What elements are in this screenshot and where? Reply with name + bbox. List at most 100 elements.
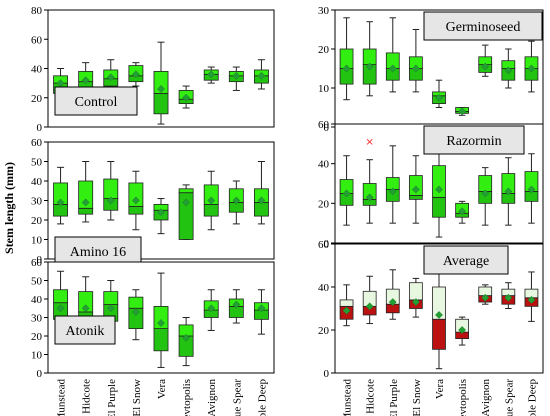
- box-upper-half: [478, 175, 493, 192]
- x-tick-label: Vera: [434, 379, 446, 399]
- y-tick-label: 0: [324, 238, 330, 250]
- box-Hidcote: [362, 138, 377, 224]
- panel-title: Razormin: [446, 134, 501, 149]
- box-lower-half: [432, 318, 446, 350]
- x-tick-label: Blue Spear: [503, 379, 515, 416]
- mean-marker: [257, 71, 266, 80]
- y-tick-label: 40: [318, 159, 330, 171]
- box-Munstead: [53, 166, 68, 225]
- box-El Purple: [103, 161, 119, 221]
- box-Sevtopolis: [455, 107, 469, 116]
- box-Hidcote: [362, 21, 377, 97]
- panels: 0 20 40 60 80 Control 0 10 20 30 Germinoseed 0 10 20 3…: [31, 5, 544, 416]
- y-tick-label: 0: [324, 368, 330, 380]
- box-Blue Spear: [228, 289, 244, 324]
- x-tick-label: Sevtopolis: [181, 379, 193, 416]
- y-tick-label: 40: [31, 176, 43, 188]
- mean-marker: [481, 189, 490, 198]
- mean-marker: [131, 307, 140, 316]
- box-lower-half: [409, 194, 423, 200]
- box-Vera: [153, 198, 169, 235]
- mean-marker: [342, 189, 351, 198]
- box-Avignon: [203, 170, 219, 231]
- box-upper-half: [178, 188, 194, 194]
- panel-3: 0 20 40 60 Razormin: [318, 119, 544, 250]
- box-Avignon: [478, 44, 493, 77]
- y-tick-label: 80: [31, 5, 43, 17]
- box-El Purple: [385, 17, 400, 93]
- box-El Purple: [385, 269, 400, 320]
- box-upper-half: [153, 71, 169, 94]
- mean-marker: [182, 198, 191, 207]
- y-tick-label: 60: [318, 119, 330, 131]
- mean-marker: [106, 196, 115, 205]
- box-Avignon: [203, 66, 219, 84]
- y-tick-label: 40: [318, 282, 330, 294]
- mean-marker: [157, 85, 165, 93]
- box-upper-half: [78, 180, 94, 209]
- box-Sevtopolis: [178, 85, 194, 109]
- mean-marker: [365, 62, 374, 71]
- box-Blue Spear: [228, 66, 244, 91]
- mean-marker: [481, 62, 490, 71]
- box-Vera: [432, 252, 446, 370]
- mean-marker: [388, 64, 397, 73]
- mean-marker: [527, 64, 536, 73]
- panel-title: Atonik: [66, 324, 105, 339]
- y-tick-label: 50: [31, 157, 43, 169]
- x-tick-label: Hidcote: [81, 379, 93, 414]
- panel-title: Amino 16: [70, 245, 126, 260]
- mean-marker: [481, 293, 490, 302]
- mean-marker: [81, 76, 90, 85]
- box-El Snow: [128, 62, 144, 87]
- mean-marker: [435, 185, 443, 194]
- box-upper-half: [128, 296, 144, 309]
- box-Purple Deep: [524, 153, 539, 224]
- y-tick-label: 0: [37, 368, 43, 380]
- mean-marker: [81, 198, 90, 207]
- box-Purple Deep: [254, 289, 269, 335]
- box-Vera: [432, 79, 446, 108]
- box-lower-half: [432, 196, 446, 218]
- x-tick-label: Avignon: [206, 379, 218, 416]
- panel-0: 0 20 40 60 80 Control: [31, 5, 275, 134]
- mean-marker: [458, 326, 467, 334]
- mean-marker: [232, 300, 241, 309]
- box-lower-half: [254, 202, 269, 217]
- mean-marker: [342, 306, 351, 315]
- mean-marker: [81, 304, 90, 313]
- x-tick-label: El Purple: [106, 379, 118, 416]
- mean-marker: [106, 304, 115, 313]
- box-Sevtopolis: [455, 200, 469, 224]
- y-tick-label: 60: [318, 239, 330, 251]
- box-El Purple: [385, 145, 400, 224]
- y-tick-label: 60: [31, 34, 43, 46]
- x-tick-label: Blue Spear: [231, 379, 243, 416]
- box-lower-half: [203, 203, 219, 217]
- y-tick-label: 10: [31, 350, 43, 362]
- panel-title-box: [54, 315, 116, 345]
- mean-marker: [458, 107, 467, 116]
- panel-title-box: [54, 86, 138, 116]
- box-El Snow: [128, 289, 144, 341]
- x-tick-label: Sevtopolis: [457, 379, 469, 416]
- box-lower-half: [78, 207, 94, 215]
- box-Purple Deep: [254, 161, 269, 225]
- mean-marker: [504, 66, 513, 75]
- mean-marker: [56, 304, 65, 313]
- panel-5: 0 20 40 60 Munstead Hidcote El Purple El Snow Ve…: [318, 239, 544, 416]
- box-upper-half: [409, 175, 423, 196]
- mean-marker: [157, 319, 165, 328]
- box-Blue Spear: [501, 48, 516, 89]
- box-Purple Deep: [524, 40, 539, 93]
- box-Sevtopolis: [178, 317, 194, 367]
- mean-marker: [207, 70, 216, 79]
- panel-title-box: [423, 11, 543, 41]
- box-upper-half: [53, 289, 68, 304]
- box-Hidcote: [78, 161, 94, 223]
- mean-marker: [207, 196, 216, 205]
- box-Hidcote: [362, 275, 377, 325]
- x-tick-label: Munstead: [56, 379, 68, 416]
- mean-marker: [411, 298, 420, 307]
- y-tick-label: 20: [31, 93, 43, 105]
